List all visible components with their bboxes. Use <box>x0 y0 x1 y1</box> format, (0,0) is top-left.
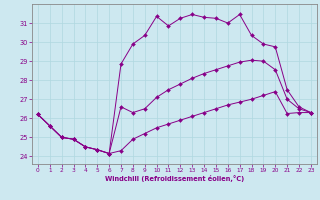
X-axis label: Windchill (Refroidissement éolien,°C): Windchill (Refroidissement éolien,°C) <box>105 175 244 182</box>
